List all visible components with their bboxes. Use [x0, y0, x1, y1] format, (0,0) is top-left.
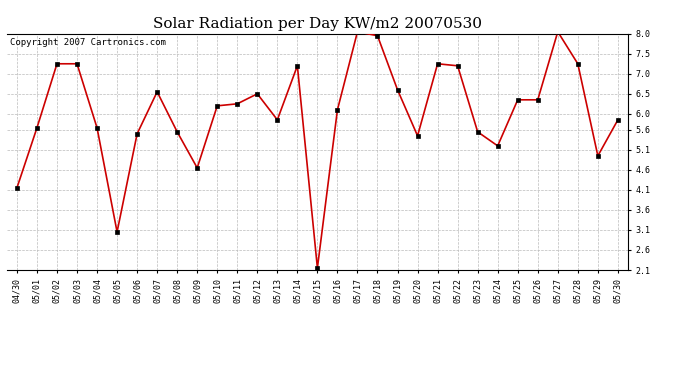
Title: Solar Radiation per Day KW/m2 20070530: Solar Radiation per Day KW/m2 20070530	[153, 17, 482, 31]
Text: Copyright 2007 Cartronics.com: Copyright 2007 Cartronics.com	[10, 39, 166, 48]
